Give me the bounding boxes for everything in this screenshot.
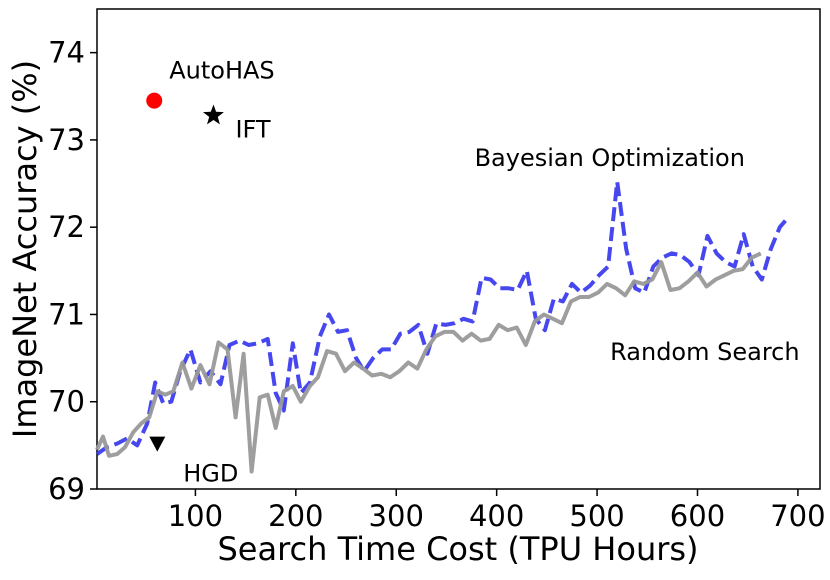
y-axis-ticks: 69 70 71 72 73 74 bbox=[48, 36, 97, 506]
x-axis-ticks: 100 200 300 400 500 600 700 bbox=[168, 489, 826, 533]
hgd-label: HGD bbox=[183, 460, 238, 488]
x-tick-label: 400 bbox=[469, 499, 524, 533]
hgd-marker bbox=[149, 436, 166, 452]
random-search-annotation: Random Search bbox=[610, 338, 799, 366]
series-layer bbox=[95, 179, 791, 474]
y-axis-label: ImageNet Accuracy (%) bbox=[6, 60, 44, 438]
y-tick-label: 71 bbox=[48, 297, 85, 331]
x-tick-label: 300 bbox=[369, 499, 424, 533]
y-tick-label: 70 bbox=[48, 385, 85, 419]
x-tick-label: 600 bbox=[670, 499, 725, 533]
y-tick-label: 69 bbox=[48, 472, 85, 506]
y-tick-label: 73 bbox=[48, 123, 85, 157]
x-tick-label: 100 bbox=[168, 499, 223, 533]
y-tick-label: 72 bbox=[48, 210, 85, 244]
x-tick-label: 700 bbox=[770, 499, 825, 533]
marker-layer: AutoHAS IFT HGD bbox=[146, 57, 275, 488]
x-axis-label: Search Time Cost (TPU Hours) bbox=[217, 530, 698, 568]
ift-label: IFT bbox=[235, 115, 270, 143]
ift-marker bbox=[203, 104, 224, 125]
y-tick-label: 74 bbox=[48, 36, 85, 70]
annotation-layer: Bayesian Optimization Random Search bbox=[475, 144, 800, 366]
x-tick-label: 500 bbox=[569, 499, 624, 533]
autohas-marker bbox=[146, 92, 163, 109]
bayesian-optimization-line bbox=[95, 179, 791, 456]
bayesian-optimization-annotation: Bayesian Optimization bbox=[475, 144, 745, 172]
plot-area-frame bbox=[96, 8, 821, 490]
x-tick-label: 200 bbox=[268, 499, 323, 533]
autohas-label: AutoHAS bbox=[169, 57, 274, 85]
random-search-line bbox=[95, 251, 762, 474]
